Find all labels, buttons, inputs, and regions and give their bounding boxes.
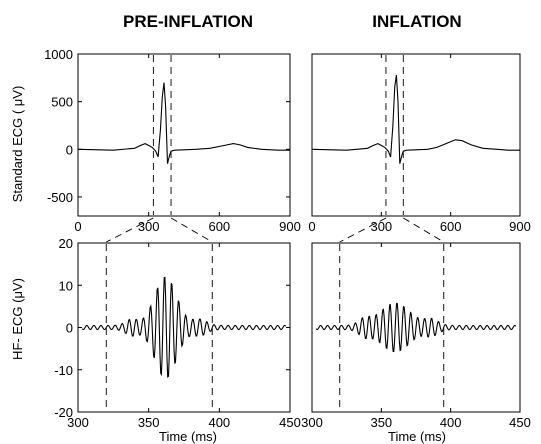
ecg-trace bbox=[77, 82, 290, 164]
y-tick-label: 0 bbox=[66, 142, 73, 157]
x-axis-label-left: Time (ms) bbox=[159, 429, 217, 444]
x-tick-label: 900 bbox=[279, 219, 301, 234]
x-axis-label-right: Time (ms) bbox=[388, 429, 446, 444]
x-tick-label: 300 bbox=[67, 415, 89, 430]
y-tick-label: -500 bbox=[47, 190, 73, 205]
y-tick-label: -10 bbox=[54, 363, 73, 378]
title-inflation: INFLATION bbox=[372, 12, 461, 31]
y-axis-label-hf-ecg: HF- ECG (μV) bbox=[10, 278, 25, 360]
panel-2: 300 350 400 450 20 10 0 -10 -20 bbox=[54, 236, 301, 430]
y-axis-label-standard-ecg: Standard ECG ( μV) bbox=[10, 86, 25, 203]
x-tick-label: 0 bbox=[74, 219, 81, 234]
x-tick-label: 0 bbox=[308, 219, 315, 234]
x-tick-label: 350 bbox=[370, 415, 392, 430]
y-tick-label: 500 bbox=[51, 95, 73, 110]
x-tick-label: 300 bbox=[301, 415, 323, 430]
zoom-connector-line bbox=[106, 217, 154, 243]
x-tick-label: 350 bbox=[138, 415, 160, 430]
ecg-trace bbox=[311, 74, 520, 164]
x-tick-label: 450 bbox=[279, 415, 301, 430]
zoom-connector-line bbox=[339, 217, 387, 243]
plot-frame bbox=[311, 242, 521, 413]
y-tick-label: 20 bbox=[59, 236, 73, 251]
x-tick-label: 300 bbox=[138, 219, 160, 234]
x-tick-label: 400 bbox=[440, 415, 462, 430]
x-tick-label: 600 bbox=[208, 219, 230, 234]
panel-1: 0 300 600 900 bbox=[308, 53, 531, 234]
x-tick-label: 900 bbox=[509, 219, 531, 234]
x-tick-label: 600 bbox=[440, 219, 462, 234]
y-tick-label: 1000 bbox=[44, 47, 73, 62]
zoom-connector-line bbox=[403, 217, 444, 243]
x-tick-label: 450 bbox=[509, 415, 531, 430]
title-pre-inflation: PRE-INFLATION bbox=[123, 12, 253, 31]
zoom-connector-line bbox=[170, 217, 213, 243]
x-tick-label: 300 bbox=[370, 219, 392, 234]
y-tick-label: -20 bbox=[54, 405, 73, 420]
panel-3: 300 350 400 450 bbox=[301, 242, 531, 430]
plot-frame bbox=[77, 53, 291, 217]
ecg-trace bbox=[81, 276, 287, 378]
plot-frame bbox=[311, 53, 521, 217]
ecg-trace bbox=[315, 302, 517, 353]
y-tick-label: 10 bbox=[59, 278, 73, 293]
y-tick-label: 0 bbox=[66, 321, 73, 336]
x-tick-label: 400 bbox=[208, 415, 230, 430]
